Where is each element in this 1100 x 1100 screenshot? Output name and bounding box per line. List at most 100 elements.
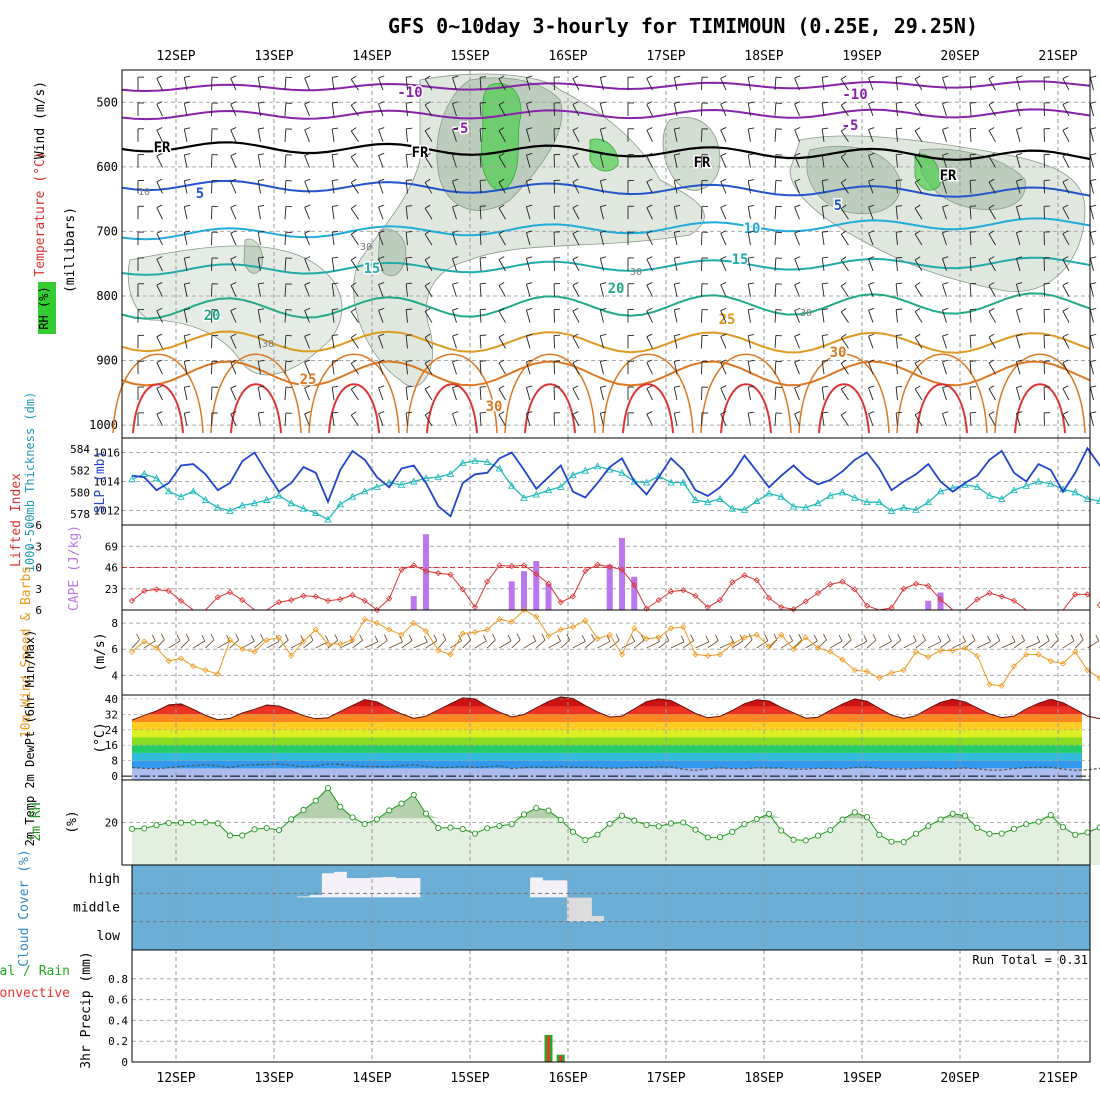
wind-barb	[646, 129, 653, 142]
wind-barb	[868, 232, 874, 246]
li-point	[337, 596, 344, 603]
thickness-point	[936, 487, 945, 495]
wind10-point	[937, 647, 944, 654]
wind10-barb	[670, 641, 685, 649]
rh2m-point	[753, 816, 760, 823]
wind-barb	[156, 78, 163, 91]
wind10-point	[716, 651, 724, 658]
wind-barb	[1015, 335, 1021, 349]
wind10-point	[814, 644, 822, 651]
wind-barb	[1089, 180, 1094, 194]
isotherm-label: 30	[486, 399, 503, 415]
wind-barb-flag	[452, 75, 459, 79]
isotherm-surface-arc	[994, 353, 1086, 434]
temp-tick-label: 16	[105, 739, 118, 752]
wind-barb	[257, 154, 261, 168]
wind-barb	[914, 285, 923, 297]
wind-barb-flag	[424, 385, 431, 390]
precip-conv-bar	[559, 1055, 563, 1062]
wind-barb	[646, 78, 653, 91]
rh-contour-label: 30	[360, 242, 372, 253]
wind-barb-flag	[184, 411, 191, 414]
wind10-point	[1023, 651, 1030, 658]
cloud-mid-bar	[591, 916, 605, 922]
thickness-point	[507, 481, 516, 489]
wind-barb	[720, 362, 727, 375]
wind10-barb-flag	[962, 635, 967, 642]
rh-90-contour	[914, 153, 941, 191]
rh2m-point	[496, 822, 503, 829]
li-point	[557, 599, 564, 606]
wind-barb-flag	[600, 75, 607, 78]
li-point	[790, 606, 797, 613]
date-label-bottom: 15SEP	[450, 1071, 489, 1086]
wind-barb-flag	[452, 152, 459, 156]
li-point	[692, 592, 699, 599]
wind-barb	[257, 103, 261, 117]
rh2m-point	[471, 830, 479, 837]
wind-barb	[1015, 232, 1021, 246]
wind-barb	[599, 129, 604, 142]
wind-barb	[1062, 104, 1070, 117]
wind-barb	[1062, 414, 1070, 427]
li-point	[275, 599, 283, 606]
wind-barb-flag	[452, 307, 459, 311]
isotherm-label: -5	[452, 121, 469, 137]
wind10-barb-flag	[863, 635, 868, 642]
wind-barb-flag	[896, 127, 903, 130]
isotherm-label: 5	[196, 186, 204, 202]
wind-barb	[840, 337, 849, 349]
thickness-point	[532, 490, 541, 498]
wind10-line	[131, 609, 1100, 687]
wind-barb-flag	[868, 152, 875, 156]
wind10-point	[765, 643, 773, 650]
cloud-level-label: middle	[73, 901, 120, 916]
wind-barb	[183, 206, 188, 220]
wind10-point	[912, 648, 920, 655]
wind-barb-flag	[378, 282, 385, 285]
thickness-point	[544, 486, 553, 494]
rh2m-point	[569, 828, 577, 835]
wind10-barb-flag	[946, 634, 951, 641]
isotherm-30	[121, 360, 1091, 387]
wind-barb	[525, 232, 531, 246]
thickness-point	[1071, 488, 1080, 496]
thickness-point	[581, 466, 590, 474]
wind-barb-flag	[184, 101, 191, 104]
wind10-point	[386, 626, 393, 633]
wind-barb	[868, 336, 874, 349]
wind-barb	[572, 362, 580, 375]
wind-barb	[452, 284, 457, 297]
temp-tick-label: 0	[111, 770, 118, 783]
pressure-tick-label: 600	[96, 160, 118, 174]
wind-barb-flag	[840, 359, 847, 364]
isotherm-15	[121, 256, 1091, 276]
wind-barb-flag	[896, 231, 903, 233]
wind-barb	[599, 258, 604, 272]
wind-barb	[331, 77, 335, 91]
cloud-mid-bar	[579, 897, 592, 922]
wind-barb-flag	[350, 75, 357, 80]
wind-barb-flag	[914, 333, 921, 338]
rh2m-point	[680, 819, 687, 826]
wind10-point	[753, 631, 760, 638]
wind-barb	[378, 361, 384, 375]
li-point	[863, 602, 871, 609]
wind-barb-flag	[840, 256, 847, 261]
wind10-barb-flag	[581, 635, 586, 642]
li-point	[1096, 601, 1100, 609]
wind10-point	[459, 630, 466, 637]
rh2m-point	[643, 822, 650, 829]
wind-barb	[183, 309, 188, 323]
thickness-point	[483, 457, 492, 465]
rh2m-point	[557, 816, 564, 824]
li-point	[386, 595, 393, 602]
wind10-point	[974, 652, 981, 659]
li-point	[324, 597, 332, 604]
wind-barb-flag	[332, 230, 339, 233]
wind-barb	[942, 361, 947, 375]
wind-barb	[821, 335, 825, 349]
temp-band	[132, 745, 1082, 753]
temp2m-axis-label: 2m Temp 2m DewPt (6hr Min/Max)	[23, 630, 37, 847]
wind-barb-flag	[332, 256, 339, 259]
